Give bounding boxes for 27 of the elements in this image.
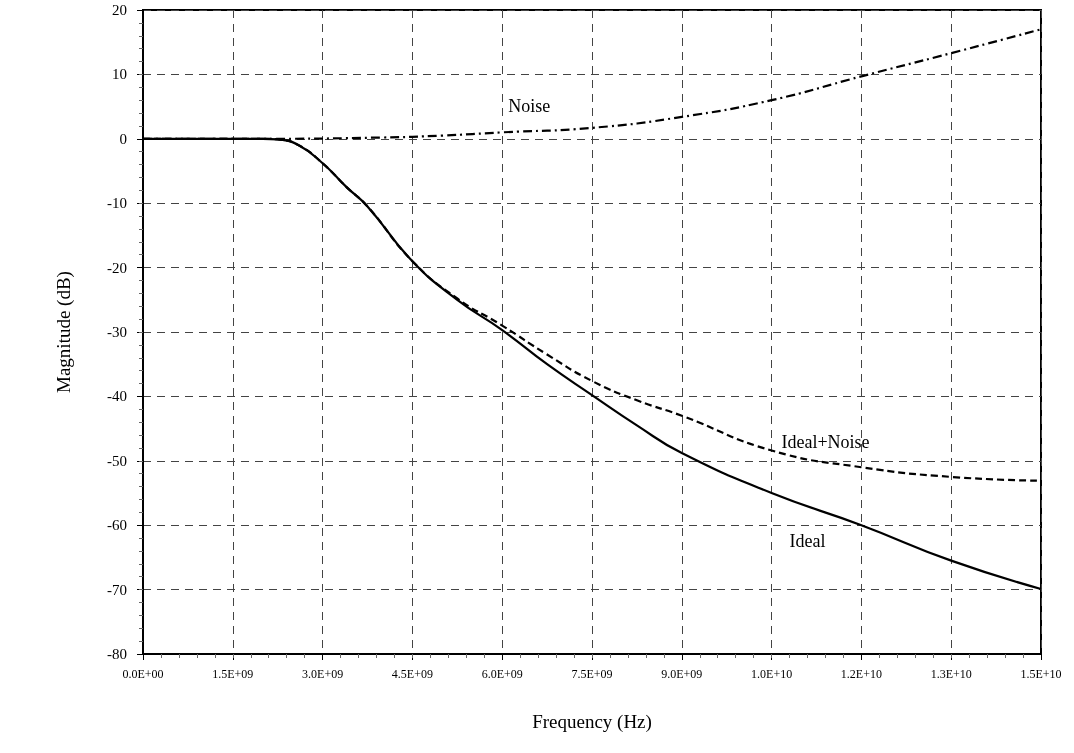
y-tick-label: -80 [107,646,127,662]
x-tick-label: 4.5E+09 [391,667,433,681]
y-axis-title: Magnitude (dB) [53,271,75,393]
series-label: Noise [508,96,551,117]
y-tick-label: 20 [112,2,127,18]
x-axis-title: Frequency (Hz) [532,711,652,733]
x-tick-label: 7.5E+09 [571,667,613,681]
x-tick-label: 6.0E+09 [481,667,523,681]
y-tick-label: -50 [107,452,127,469]
x-tick-label: 9.0E+09 [661,667,703,681]
x-tick-label: 0.0E+00 [122,667,164,681]
y-tick-label: -70 [107,581,127,598]
x-tick-label: 1.2E+10 [840,667,882,681]
x-tick-label: 1.5E+09 [212,667,254,681]
y-tick-label: -20 [107,259,127,276]
x-tick-label: 1.5E+10 [1020,667,1062,681]
x-tick-label: 3.0E+09 [302,667,344,681]
x-tick-label: 1.0E+10 [751,667,793,681]
y-tick-label: -10 [107,195,127,212]
y-tick-label: -40 [107,388,127,405]
series-label: Ideal+Noise [781,432,870,453]
y-tick-label: 10 [112,66,127,83]
series-label: Ideal [789,531,826,551]
y-tick-label: -30 [107,324,127,340]
y-tick-label: 0 [119,130,127,147]
x-tick-label: 1.3E+10 [930,667,972,681]
y-tick-label: -60 [107,517,127,534]
